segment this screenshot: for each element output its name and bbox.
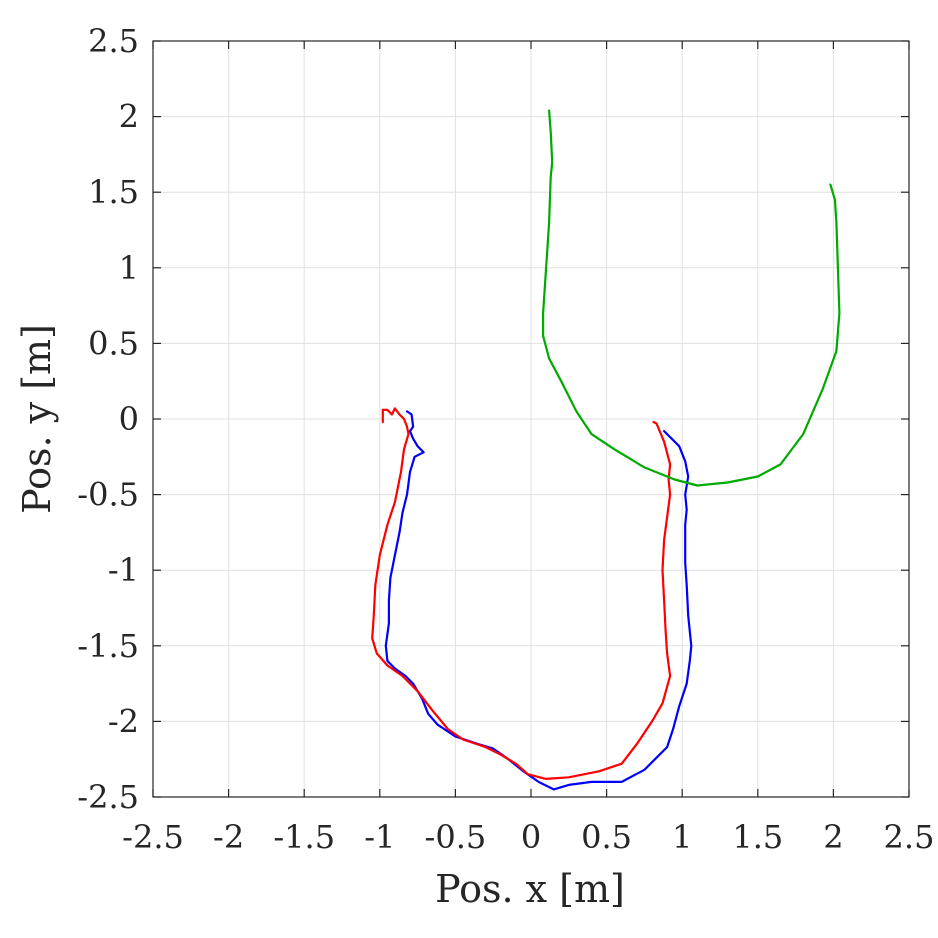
y-tick-label: 0.5 xyxy=(88,324,139,362)
x-tick-label: -2 xyxy=(213,818,244,856)
y-tick-label: 1 xyxy=(119,249,139,287)
y-tick-label: -2 xyxy=(108,702,139,740)
x-tick-label: 1.5 xyxy=(732,818,783,856)
y-tick-label: -2.5 xyxy=(77,778,139,816)
series-layer xyxy=(371,109,841,791)
x-tick-label: -1.5 xyxy=(273,818,335,856)
axis-layer: -2.5 -2 -1.5 -1 -0.5 0 0.5 1 1.5 2 2.5 -2.5 -2 -1.5 -1… xyxy=(77,22,934,856)
x-tick-label: -2.5 xyxy=(122,818,184,856)
y-tick-label: 2 xyxy=(119,98,139,136)
series-line-2 xyxy=(371,407,672,780)
y-tick-label: 2.5 xyxy=(88,22,139,60)
series-line-3 xyxy=(542,109,841,487)
x-tick-label: 1 xyxy=(672,818,692,856)
y-tick-label: 0 xyxy=(119,400,139,438)
x-tick-label: 0 xyxy=(521,818,541,856)
x-tick-label: 2.5 xyxy=(884,818,935,856)
y-tick-label: -1.5 xyxy=(77,627,139,665)
y-axis-label: Pos. y [m] xyxy=(15,324,59,514)
x-tick-label: -0.5 xyxy=(425,818,487,856)
y-tick-label: 1.5 xyxy=(88,173,139,211)
grid-layer xyxy=(152,40,910,798)
x-tick-label: 2 xyxy=(823,818,843,856)
x-axis-label: Pos. x [m] xyxy=(435,867,625,911)
x-tick-label: 0.5 xyxy=(581,818,632,856)
y-tick-label: -0.5 xyxy=(77,476,139,514)
y-tick-label: -1 xyxy=(108,551,139,589)
x-tick-label: -1 xyxy=(364,818,395,856)
